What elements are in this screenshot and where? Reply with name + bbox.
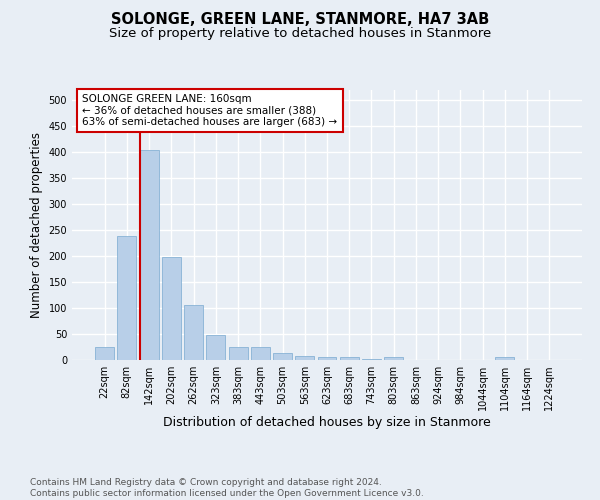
Bar xyxy=(384,358,403,360)
Bar xyxy=(251,347,270,360)
Y-axis label: Number of detached properties: Number of detached properties xyxy=(30,132,43,318)
Text: Contains HM Land Registry data © Crown copyright and database right 2024.
Contai: Contains HM Land Registry data © Crown c… xyxy=(30,478,424,498)
Bar xyxy=(162,256,181,360)
Bar xyxy=(295,356,314,360)
Text: SOLONGE GREEN LANE: 160sqm
← 36% of detached houses are smaller (388)
63% of sem: SOLONGE GREEN LANE: 160sqm ← 36% of deta… xyxy=(82,94,337,127)
X-axis label: Distribution of detached houses by size in Stanmore: Distribution of detached houses by size … xyxy=(163,416,491,429)
Bar xyxy=(229,347,248,360)
Bar xyxy=(273,352,292,360)
Text: SOLONGE, GREEN LANE, STANMORE, HA7 3AB: SOLONGE, GREEN LANE, STANMORE, HA7 3AB xyxy=(111,12,489,28)
Bar xyxy=(206,335,225,360)
Bar xyxy=(184,306,203,360)
Bar xyxy=(317,358,337,360)
Bar xyxy=(95,347,114,360)
Bar xyxy=(340,358,359,360)
Bar xyxy=(118,236,136,360)
Bar xyxy=(140,150,158,360)
Bar xyxy=(496,358,514,360)
Text: Size of property relative to detached houses in Stanmore: Size of property relative to detached ho… xyxy=(109,28,491,40)
